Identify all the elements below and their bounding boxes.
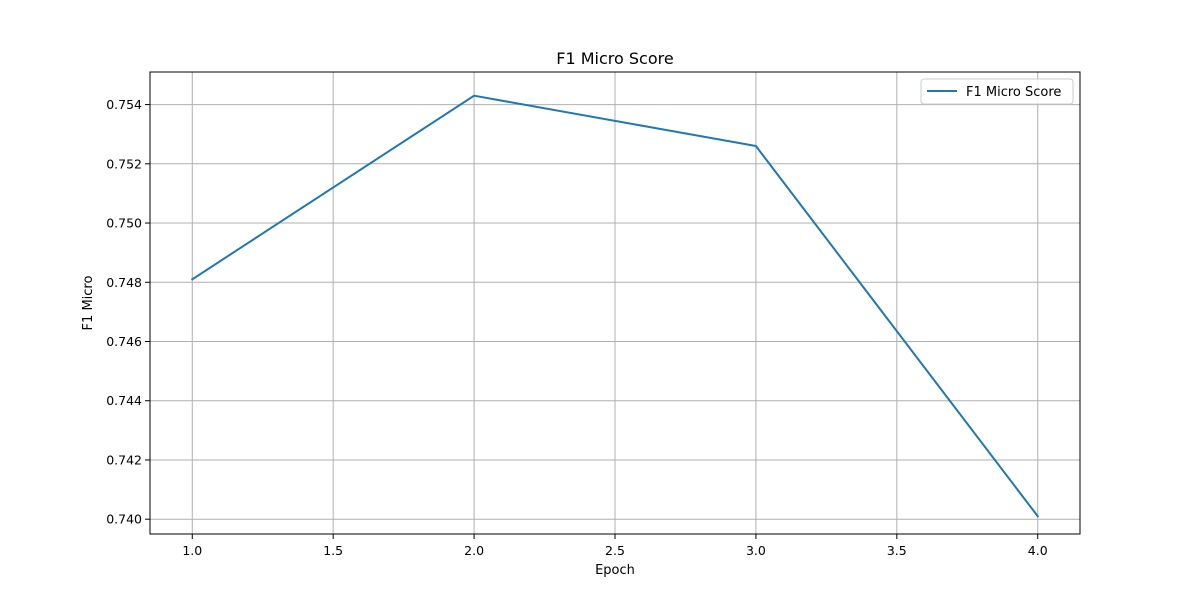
legend-box bbox=[920, 78, 1074, 105]
y-tick-label: 0.748 bbox=[106, 275, 142, 290]
x-tick-label: 2.0 bbox=[464, 543, 484, 558]
y-tick-label: 0.744 bbox=[106, 393, 142, 408]
y-axis-ticks: 0.740 0.742 0.744 0.746 0.748 0.750 0.752 0.754 bbox=[106, 97, 150, 527]
y-tick-label: 0.752 bbox=[106, 156, 142, 171]
x-tick-label: 1.5 bbox=[323, 543, 343, 558]
x-axis-label: Epoch bbox=[595, 563, 635, 578]
y-tick-label: 0.742 bbox=[106, 452, 142, 467]
y-tick-label: 0.754 bbox=[106, 97, 142, 112]
legend-label: F1 Micro Score bbox=[966, 85, 1061, 100]
series-layer bbox=[190, 94, 1040, 518]
x-axis-ticks: 1.0 1.5 2.0 2.5 3.0 3.5 4.0 bbox=[182, 534, 1048, 558]
y-tick-label: 0.750 bbox=[106, 216, 142, 231]
x-tick-label: 2.5 bbox=[605, 543, 625, 558]
x-tick-label: 3.5 bbox=[887, 543, 907, 558]
x-tick-label: 1.0 bbox=[182, 543, 202, 558]
y-tick-label: 0.746 bbox=[106, 334, 142, 349]
grid bbox=[150, 72, 1080, 534]
x-tick-label: 3.0 bbox=[746, 543, 766, 558]
series-line bbox=[190, 94, 1040, 518]
x-tick-label: 4.0 bbox=[1028, 543, 1048, 558]
y-tick-label: 0.740 bbox=[106, 512, 142, 527]
y-axis-label: F1 Micro bbox=[81, 276, 96, 331]
legend: F1 Micro Score bbox=[920, 78, 1074, 105]
chart-title: F1 Micro Score bbox=[556, 49, 673, 68]
